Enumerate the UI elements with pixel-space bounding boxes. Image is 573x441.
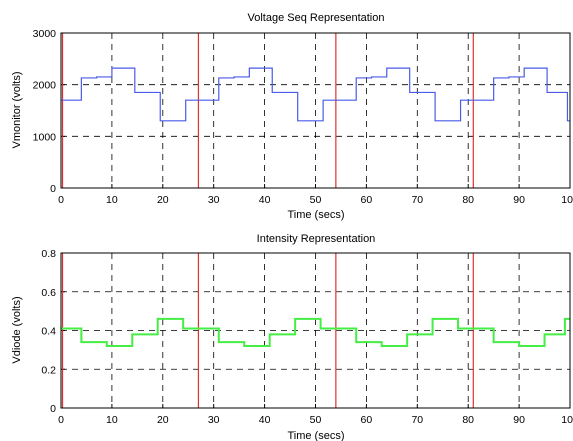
x-tick-label: 40 xyxy=(259,414,271,426)
series-line xyxy=(61,67,570,122)
voltage-chart: Voltage Seq Representation Time (secs) V… xyxy=(11,12,573,221)
y-tick-label: 0.2 xyxy=(41,364,56,376)
x-tick-label: 100 xyxy=(561,414,573,426)
y-tick-label: 0 xyxy=(50,403,56,415)
x-tick-label: 70 xyxy=(411,414,423,426)
plot-border xyxy=(60,32,571,189)
x-tick-label: 20 xyxy=(157,194,169,206)
x-tick-label: 60 xyxy=(361,414,373,426)
x-tick-label: 30 xyxy=(208,414,220,426)
y-axis-label: Vmonitor (volts) xyxy=(11,71,23,148)
x-tick-label: 10 xyxy=(106,194,118,206)
x-tick-label: 60 xyxy=(361,194,373,206)
chart-title: Intensity Representation xyxy=(257,233,376,245)
intensity-chart: Intensity Representation Time (secs) Vdi… xyxy=(11,233,573,441)
y-tick-label: 1000 xyxy=(33,131,57,143)
y-tick-label: 0.8 xyxy=(41,248,56,260)
y-tick-label: 0 xyxy=(50,183,56,195)
x-tick-label: 30 xyxy=(208,194,220,206)
x-tick-label: 80 xyxy=(462,414,474,426)
x-tick-label: 10 xyxy=(106,414,118,426)
x-tick-label: 50 xyxy=(310,414,322,426)
y-tick-label: 2000 xyxy=(33,80,57,92)
x-axis-label: Time (secs) xyxy=(287,430,344,441)
y-tick-label: 0.6 xyxy=(41,287,56,299)
x-tick-label: 0 xyxy=(58,194,64,206)
x-tick-label: 0 xyxy=(58,414,64,426)
y-tick-label: 3000 xyxy=(33,28,57,40)
series-line xyxy=(61,317,570,347)
x-tick-label: 40 xyxy=(259,194,271,206)
x-tick-label: 90 xyxy=(513,194,525,206)
chart-title: Voltage Seq Representation xyxy=(248,12,385,24)
y-axis-label: Vdiode (volts) xyxy=(11,296,23,363)
x-axis-label: Time (secs) xyxy=(287,209,344,221)
x-tick-label: 20 xyxy=(157,414,169,426)
x-tick-label: 70 xyxy=(411,194,423,206)
x-tick-label: 100 xyxy=(561,194,573,206)
x-tick-label: 50 xyxy=(310,194,322,206)
x-tick-label: 80 xyxy=(462,194,474,206)
plot-border xyxy=(60,252,571,409)
x-tick-label: 90 xyxy=(513,414,525,426)
y-tick-label: 0.4 xyxy=(41,326,56,338)
